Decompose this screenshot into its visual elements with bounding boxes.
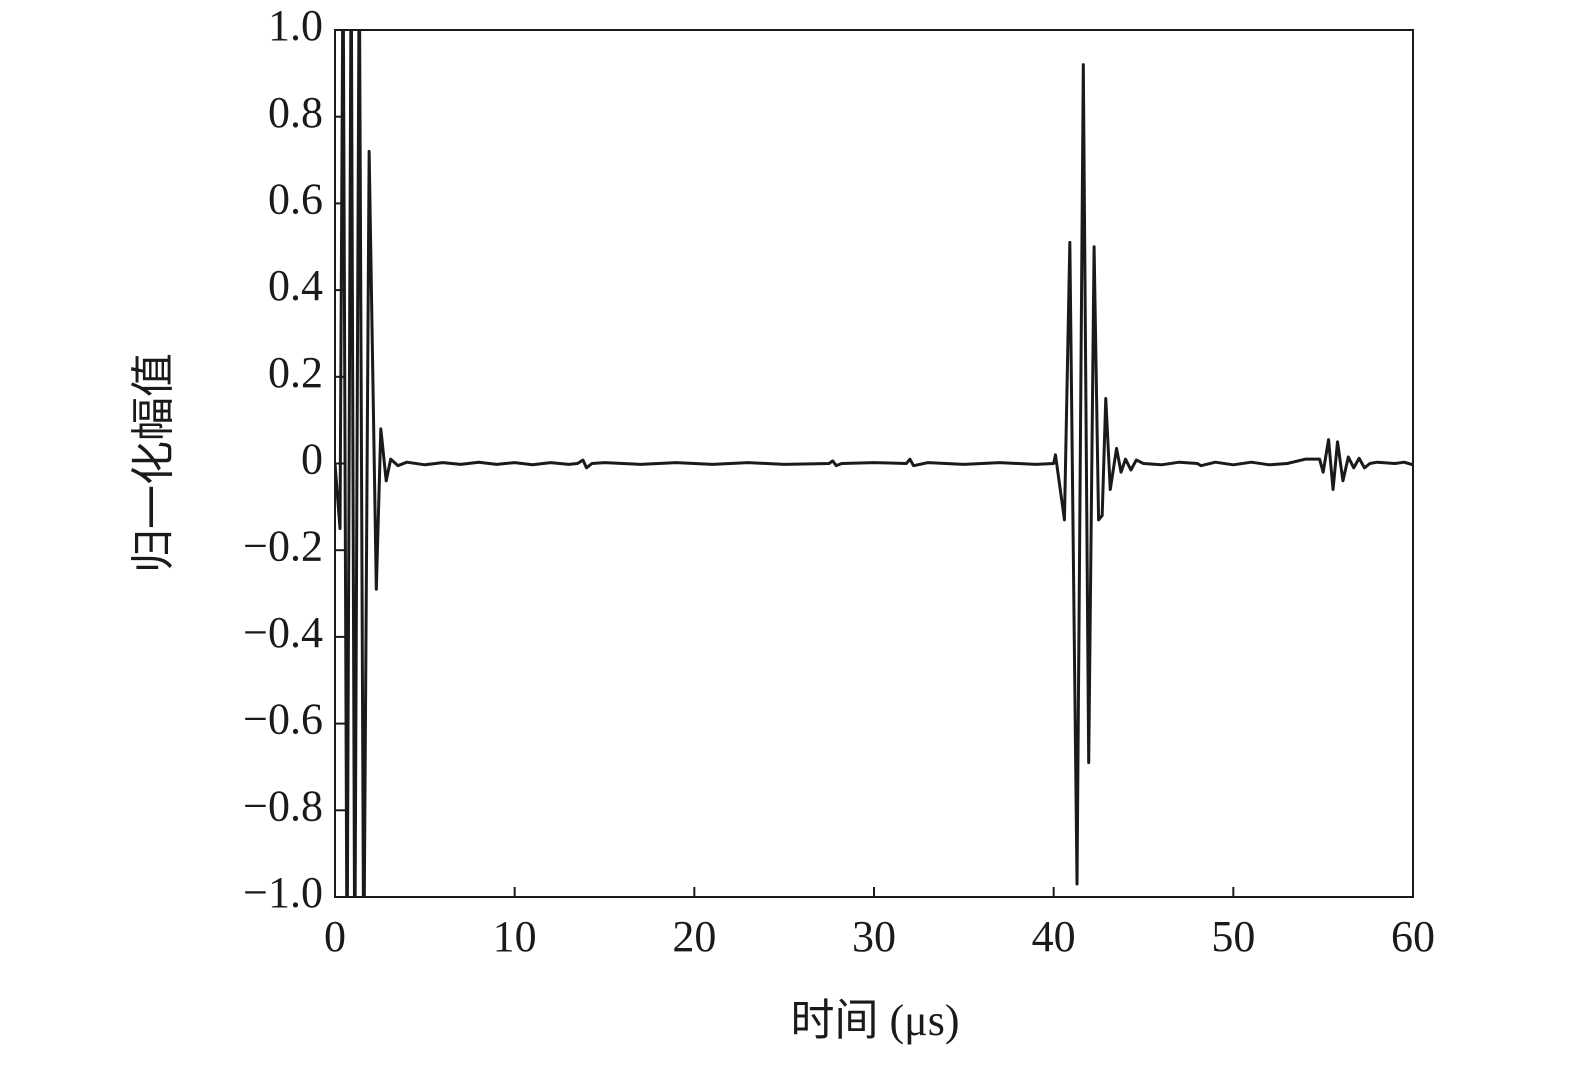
signal-line <box>335 30 1413 897</box>
x-tick-label: 60 <box>1391 912 1435 961</box>
y-tick-label: −0.6 <box>243 695 323 744</box>
y-axis-label: 归一化幅值 <box>129 353 178 573</box>
y-tick-label: 1.0 <box>268 1 323 50</box>
y-tick-label: −0.8 <box>243 781 323 830</box>
y-tick-label: −1.0 <box>243 868 323 917</box>
y-tick-label: −0.4 <box>243 608 323 657</box>
x-tick-label: 50 <box>1211 912 1255 961</box>
x-tick-label: 20 <box>672 912 716 961</box>
y-tick-label: 0 <box>301 435 323 484</box>
y-tick-label: −0.2 <box>243 521 323 570</box>
x-tick-label: 10 <box>493 912 537 961</box>
y-tick-label: 0.2 <box>268 348 323 397</box>
y-tick-label: 0.4 <box>268 261 323 310</box>
x-tick-label: 40 <box>1032 912 1076 961</box>
x-axis-label: 时间 (μs) <box>790 996 959 1045</box>
y-tick-label: 0.8 <box>268 88 323 137</box>
y-tick-label: 0.6 <box>268 174 323 223</box>
x-tick-label: 0 <box>324 912 346 961</box>
x-tick-label: 30 <box>852 912 896 961</box>
